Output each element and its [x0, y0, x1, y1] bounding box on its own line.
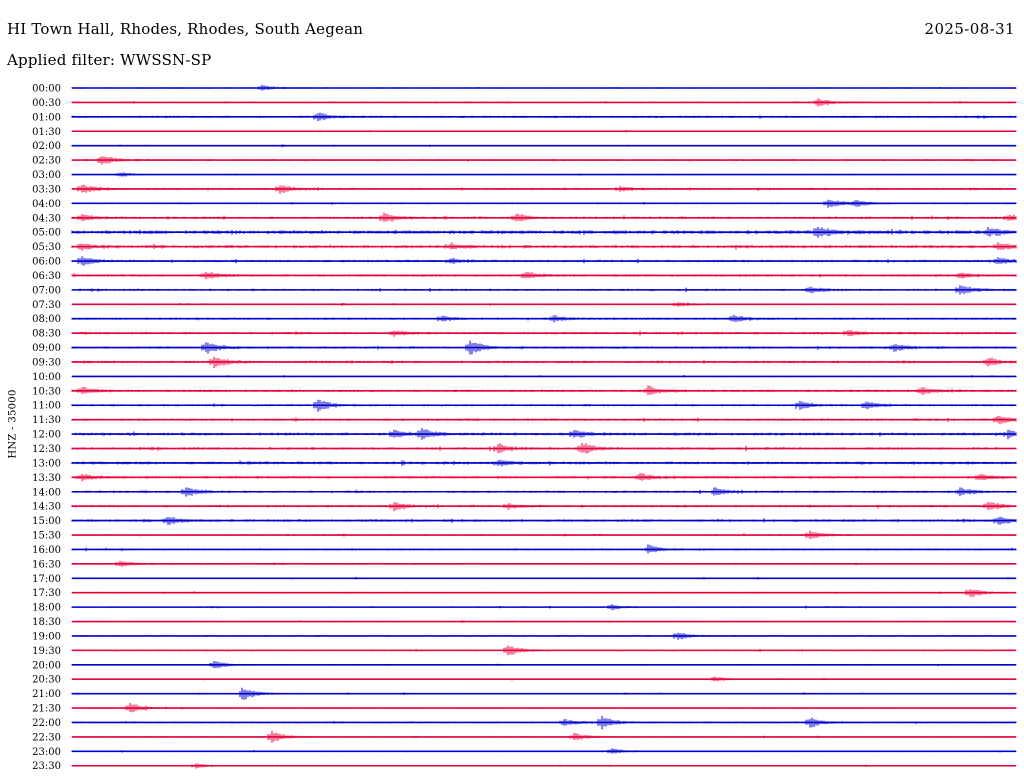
time-tick-label: 21:30: [32, 704, 61, 715]
time-tick-label: 07:00: [32, 285, 61, 296]
time-tick-label: 11:00: [32, 401, 61, 412]
time-tick-label: 04:00: [32, 199, 61, 210]
time-tick-label: 10:00: [32, 372, 61, 383]
time-tick-label: 09:00: [32, 343, 61, 354]
time-tick-label: 16:00: [32, 545, 61, 556]
time-tick-label: 06:00: [32, 257, 61, 268]
time-tick-label: 03:30: [32, 184, 61, 195]
time-tick-label: 02:30: [32, 156, 61, 167]
time-tick-label: 14:30: [32, 502, 61, 513]
time-tick-label: 01:00: [32, 112, 61, 123]
time-tick-label: 17:30: [32, 588, 61, 599]
time-tick-label: 02:00: [32, 141, 61, 152]
time-tick-label: 03:00: [32, 170, 61, 181]
time-tick-label: 22:30: [32, 732, 61, 743]
time-tick-label: 23:00: [32, 747, 61, 758]
time-tick-label: 21:00: [32, 689, 61, 700]
station-title: HI Town Hall, Rhodes, Rhodes, South Aege…: [7, 20, 364, 38]
time-tick-label: 15:30: [32, 531, 61, 542]
time-tick-label: 00:00: [32, 84, 61, 95]
time-tick-label: 14:00: [32, 487, 61, 498]
time-tick-label: 19:00: [32, 631, 61, 642]
time-tick-label: 19:30: [32, 646, 61, 657]
time-tick-label: 01:30: [32, 127, 61, 138]
time-tick-label: 16:30: [32, 559, 61, 570]
time-tick-label: 04:30: [32, 213, 61, 224]
time-tick-label: 22:00: [32, 718, 61, 729]
time-tick-label: 23:30: [32, 761, 61, 772]
time-tick-label: 20:30: [32, 675, 61, 686]
time-tick-label: 05:30: [32, 242, 61, 253]
time-tick-label: 17:00: [32, 574, 61, 585]
time-tick-label: 10:30: [32, 386, 61, 397]
time-tick-label: 08:30: [32, 329, 61, 340]
time-tick-label: 13:00: [32, 458, 61, 469]
time-tick-label: 12:00: [32, 430, 61, 441]
time-tick-label: 07:30: [32, 300, 61, 311]
time-tick-label: 05:00: [32, 228, 61, 239]
time-tick-label: 00:30: [32, 98, 61, 109]
time-tick-label: 08:00: [32, 314, 61, 325]
time-tick-label: 20:00: [32, 660, 61, 671]
time-tick-label: 18:00: [32, 603, 61, 614]
date-label: 2025-08-31: [924, 20, 1015, 38]
time-tick-label: 18:30: [32, 617, 61, 628]
time-tick-label: 12:30: [32, 444, 61, 455]
time-tick-label: 13:30: [32, 473, 61, 484]
time-tick-label: 11:30: [32, 415, 61, 426]
time-tick-label: 06:30: [32, 271, 61, 282]
time-tick-label: 09:30: [32, 357, 61, 368]
filter-label: Applied filter: WWSSN-SP: [7, 51, 212, 69]
time-tick-label: 15:00: [32, 516, 61, 527]
